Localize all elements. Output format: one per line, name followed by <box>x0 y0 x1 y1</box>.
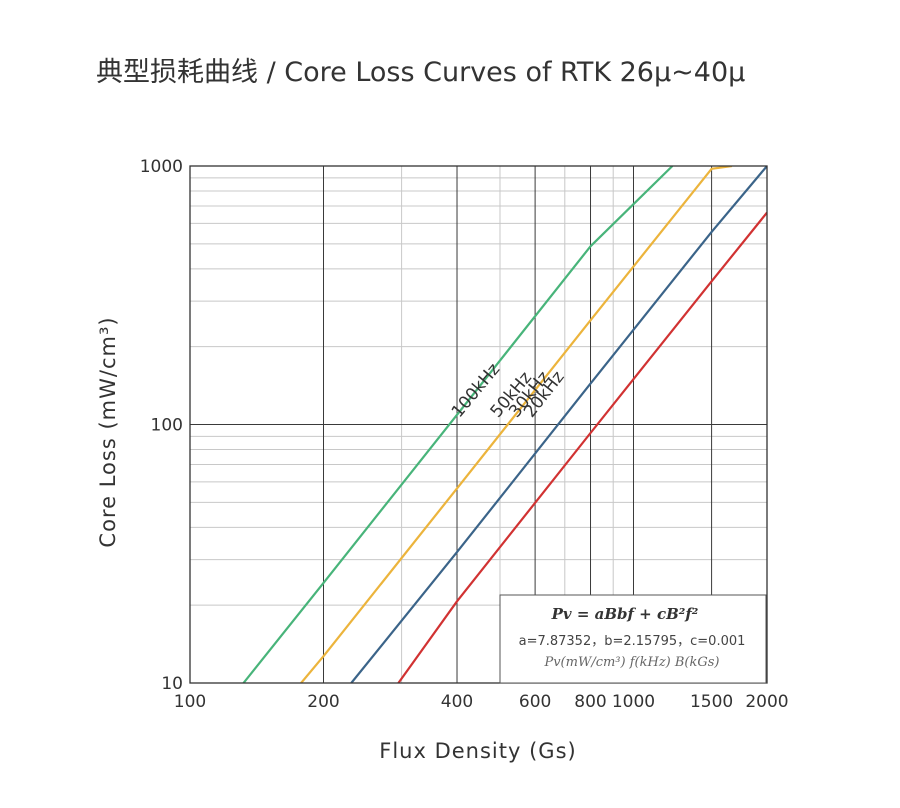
grid <box>190 165 768 684</box>
x-tick-label: 2000 <box>745 692 788 712</box>
x-tick-label: 1000 <box>612 692 655 712</box>
y-tick-label: 1000 <box>140 157 183 177</box>
formula-coefficients: a=7.87352，b=2.15795，c=0.001 <box>519 634 746 649</box>
y-axis-label: Core Loss (mW/cm³) <box>96 316 120 547</box>
formula-units: Pv(mW/cm³) f(kHz) B(kGs) <box>543 655 719 670</box>
chart-title: 典型损耗曲线 / Core Loss Curves of RTK 26μ~40μ <box>96 57 746 88</box>
x-tick-label: 600 <box>519 692 551 712</box>
x-axis-label: Flux Density (Gs) <box>379 739 576 763</box>
x-tick-label: 800 <box>574 692 606 712</box>
y-tick-label: 10 <box>161 674 183 694</box>
x-tick-label: 200 <box>307 692 339 712</box>
series-line-100khz <box>242 166 674 683</box>
formula-box: Pv = aBbf + cB²f² a=7.87352，b=2.15795，c=… <box>499 594 767 684</box>
series-line-50khz <box>300 166 733 683</box>
plot-frame <box>189 165 768 684</box>
series-group <box>242 166 767 683</box>
series-line-20khz <box>397 211 767 683</box>
x-tick-label: 400 <box>441 692 473 712</box>
series-line-30khz <box>350 166 767 683</box>
x-tick-label: 1500 <box>690 692 733 712</box>
formula-equation: Pv = aBbf + cB²f² <box>551 605 699 623</box>
x-tick-label: 100 <box>174 692 206 712</box>
y-tick-label: 100 <box>151 416 183 436</box>
